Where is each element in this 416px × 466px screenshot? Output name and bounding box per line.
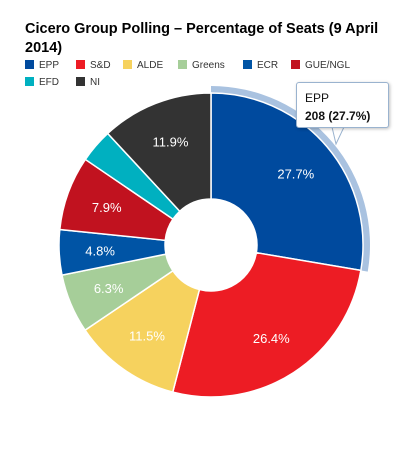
legend-swatch: [25, 77, 34, 86]
slice-data-label: 6.3%: [94, 281, 124, 296]
legend-swatch: [76, 77, 85, 86]
legend-item[interactable]: EPP: [25, 60, 59, 72]
legend-label: Greens: [192, 60, 225, 71]
legend-label: NI: [90, 77, 100, 88]
legend-label: EPP: [39, 60, 60, 71]
pie-slice[interactable]: [210, 92, 364, 272]
slice-data-label: 27.7%: [277, 166, 314, 181]
legend-item[interactable]: EFD: [25, 77, 59, 89]
legend-label: GUE/NGL: [305, 60, 351, 71]
pie-slice[interactable]: [171, 251, 362, 398]
legend-item[interactable]: NI: [76, 77, 100, 89]
legend-item[interactable]: ECR: [243, 60, 278, 72]
legend-swatch: [178, 60, 187, 69]
pie-slice[interactable]: [106, 92, 212, 213]
pie-slice[interactable]: [84, 269, 201, 394]
chart-title: Cicero Group Polling – Percentage of Sea…: [25, 21, 379, 56]
legend-swatch: [243, 60, 252, 69]
legend-label: ECR: [257, 60, 279, 71]
legend-item[interactable]: Greens: [178, 60, 225, 72]
legend-item[interactable]: S&D: [76, 60, 111, 72]
slice-data-label: 4.8%: [85, 243, 115, 258]
legend-swatch: [76, 60, 85, 69]
legend-swatch: [25, 60, 34, 69]
legend-swatch: [123, 60, 132, 69]
slice-data-label: 7.9%: [92, 200, 122, 215]
slice-data-label: 26.4%: [253, 331, 290, 346]
legend-label: EFD: [39, 77, 59, 88]
slice-data-label: 11.9%: [153, 135, 189, 150]
legend-swatch: [291, 60, 300, 69]
legend-label: ALDE: [137, 60, 164, 71]
legend-label: S&D: [90, 60, 111, 71]
legend-item[interactable]: ALDE: [123, 60, 163, 72]
legend-item[interactable]: GUE/NGL: [291, 60, 350, 72]
slice-data-label: 11.5%: [129, 329, 165, 344]
